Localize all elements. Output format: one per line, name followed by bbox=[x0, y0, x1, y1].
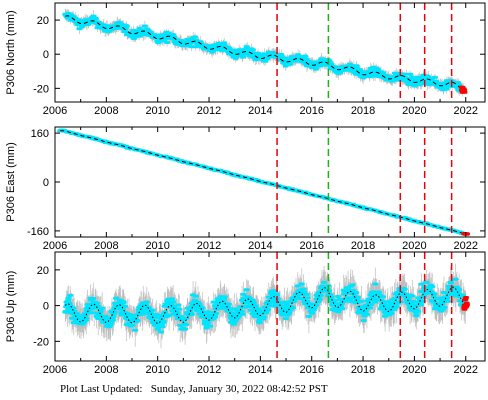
x-tick-label: 2006 bbox=[43, 240, 67, 252]
x-tick-label: 2010 bbox=[145, 240, 169, 252]
recent-points bbox=[458, 85, 468, 94]
y-tick-label: 20 bbox=[37, 15, 49, 27]
observations bbox=[62, 8, 468, 97]
panel-p306-east-mm: 2006 2008 2010 2012 2014 2016 2018 2020 2022 160 0… bbox=[5, 126, 486, 252]
y-axis-label: P306 East (mm) bbox=[5, 142, 17, 221]
y-axis-label: P306 Up (mm) bbox=[5, 271, 17, 343]
x-tick-label: 2016 bbox=[299, 240, 323, 252]
x-tick-label: 2016 bbox=[299, 364, 323, 376]
y-tick-label: 0 bbox=[43, 301, 49, 313]
y-tick-label: 0 bbox=[43, 177, 49, 189]
model-curve bbox=[64, 286, 466, 324]
x-tick-label: 2010 bbox=[145, 364, 169, 376]
x-tick-label: 2014 bbox=[248, 105, 272, 117]
y-tick-label: -20 bbox=[33, 336, 49, 348]
x-tick-label: 2010 bbox=[145, 105, 169, 117]
panel-p306-north-mm: 2006 2008 2010 2012 2014 2016 2018 2020 2022 20 0 -… bbox=[5, 2, 486, 117]
panel-p306-up-mm: 2006 2008 2010 2012 2014 2016 2018 2020 2022 20 0 -… bbox=[5, 251, 486, 376]
x-tick-label: 2012 bbox=[197, 364, 221, 376]
x-tick-label: 2014 bbox=[248, 364, 272, 376]
x-tick-label: 2008 bbox=[94, 105, 118, 117]
y-tick-label: 160 bbox=[31, 128, 49, 140]
x-axis: 2006 2008 2010 2012 2014 2016 2018 2020 2022 bbox=[43, 127, 478, 252]
plot-last-updated-footer: Plot Last Updated: Sunday, January 30, 2… bbox=[60, 383, 328, 395]
x-tick-label: 2020 bbox=[402, 364, 426, 376]
y-tick-label: -160 bbox=[27, 226, 49, 238]
x-axis: 2006 2008 2010 2012 2014 2016 2018 2020 2022 bbox=[43, 3, 478, 117]
x-tick-label: 2012 bbox=[197, 105, 221, 117]
x-tick-label: 2008 bbox=[94, 364, 118, 376]
y-axis: 20 0 -20 bbox=[33, 265, 485, 348]
x-tick-label: 2022 bbox=[454, 364, 478, 376]
y-axis: 20 0 -20 bbox=[33, 15, 485, 95]
y-tick-label: -20 bbox=[33, 83, 49, 95]
model-curve bbox=[65, 15, 464, 91]
x-tick-label: 2014 bbox=[248, 240, 272, 252]
x-tick-label: 2018 bbox=[351, 240, 375, 252]
x-tick-label: 2020 bbox=[402, 105, 426, 117]
x-tick-label: 2006 bbox=[43, 364, 67, 376]
x-axis: 2006 2008 2010 2012 2014 2016 2018 2020 2022 bbox=[43, 252, 478, 376]
x-tick-label: 2020 bbox=[402, 240, 426, 252]
y-axis: 160 0 -160 bbox=[27, 128, 485, 238]
x-tick-label: 2018 bbox=[351, 105, 375, 117]
plot-frame bbox=[54, 251, 486, 362]
plot-frame bbox=[54, 2, 486, 103]
y-tick-label: 20 bbox=[37, 265, 49, 277]
x-tick-label: 2016 bbox=[299, 105, 323, 117]
observed-points bbox=[62, 11, 467, 94]
x-tick-label: 2022 bbox=[454, 240, 478, 252]
recent-points bbox=[461, 296, 470, 311]
x-tick-label: 2018 bbox=[351, 364, 375, 376]
y-tick-label: 0 bbox=[43, 49, 49, 61]
x-tick-label: 2022 bbox=[454, 105, 478, 117]
y-axis-label: P306 North (mm) bbox=[5, 10, 17, 94]
observations bbox=[62, 263, 470, 349]
observed-points bbox=[62, 277, 469, 334]
x-tick-label: 2012 bbox=[197, 240, 221, 252]
observations bbox=[57, 128, 470, 236]
x-tick-label: 2006 bbox=[43, 105, 67, 117]
x-tick-label: 2008 bbox=[94, 240, 118, 252]
